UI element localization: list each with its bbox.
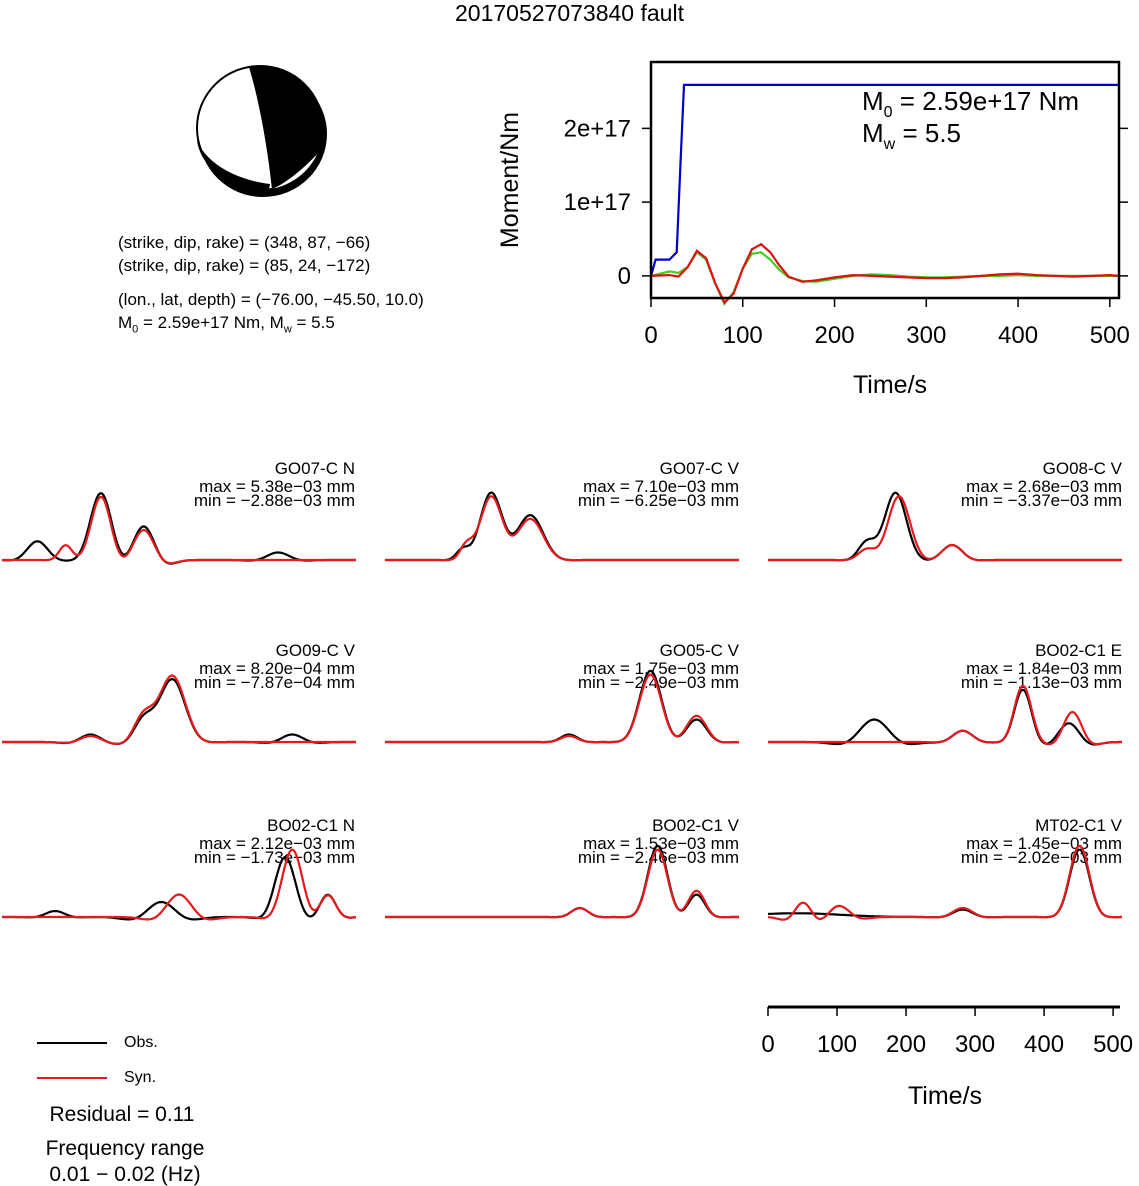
station-name: GO09-C V <box>276 641 356 660</box>
moment-annotation-m0: M0 = 2.59e+17 Nm <box>862 86 1079 121</box>
moment-xtick-label: 200 <box>815 322 855 349</box>
moment-ylabel: Moment/Nm <box>496 112 524 248</box>
figure-title: 20170527073840 fault <box>455 0 684 26</box>
legend-syn-line <box>37 1077 107 1079</box>
moment-rate-chart: 0 100 200 300 400 500 0 1e+17 2e+17 Moment/Nm Time… <box>496 60 1130 399</box>
syn-trace <box>385 495 739 562</box>
frequency-range-value: 0.01 − 0.02 (Hz) <box>49 1163 201 1186</box>
params-line-3: (lon., lat, depth) = (−76.00, −45.50, 10… <box>118 290 424 309</box>
station-max: max = 2.12e−03 mm <box>199 834 355 853</box>
moment-xtick-label: 300 <box>906 322 946 349</box>
station-name: GO07-C N <box>275 460 355 478</box>
moment-xlabel: Time/s <box>853 371 927 399</box>
wave-xtick-label: 100 <box>817 1031 857 1058</box>
station-max: max = 1.84e−03 mm <box>966 659 1122 678</box>
station-name: GO07-C V <box>660 460 740 478</box>
station-min: min = −7.87e−04 mm <box>194 673 355 692</box>
moment-xtick-label: 400 <box>998 322 1038 349</box>
syn-trace <box>385 848 739 919</box>
moment-series-0 <box>649 83 1119 277</box>
legend-obs-line <box>37 1042 107 1044</box>
wave-xtick-label: 500 <box>1093 1031 1133 1058</box>
frequency-range-label: Frequency range <box>45 1137 205 1160</box>
syn-trace <box>767 844 1122 921</box>
moment-xtick-label: 100 <box>723 322 763 349</box>
station-min: min = −1.73e−03 mm <box>194 848 355 867</box>
moment-xtick-label: 0 <box>644 322 657 349</box>
moment-ytick-label: 1e+17 <box>564 189 631 216</box>
wave-xtick-label: 0 <box>761 1031 774 1058</box>
wave-xtick-label: 400 <box>1024 1031 1064 1058</box>
params-line-2: (strike, dip, rake) = (85, 24, −172) <box>118 256 371 275</box>
station-max: max = 2.68e−03 mm <box>966 477 1122 496</box>
syn-trace <box>768 684 1122 746</box>
moment-annotation-mw: Mw = 5.5 <box>862 118 961 153</box>
obs-trace <box>2 855 357 921</box>
syn-trace <box>2 495 356 565</box>
station-min: min = −1.13e−03 mm <box>961 673 1122 692</box>
wave-xtick-label: 200 <box>886 1031 926 1058</box>
legend-obs-label: Obs. <box>124 1034 158 1051</box>
station-name: MT02-C1 V <box>1035 816 1123 835</box>
station-name: BO02-C1 N <box>267 816 355 835</box>
obs-trace <box>768 688 1122 746</box>
wave-xlabel: Time/s <box>908 1082 982 1110</box>
station-name: GO05-C V <box>660 641 740 660</box>
station-min: min = −2.49e−03 mm <box>578 673 739 692</box>
station-min: min = −2.02e−03 mm <box>961 848 1122 867</box>
station-name: BO02-C1 E <box>1035 641 1122 660</box>
moment-chart-frame <box>649 60 1121 300</box>
moment-ytick-label: 2e+17 <box>564 115 631 142</box>
syn-trace <box>385 673 739 744</box>
moment-xtick-label: 500 <box>1090 322 1130 349</box>
station-min: min = −2.88e−03 mm <box>194 491 355 510</box>
legend-syn-label: Syn. <box>124 1069 157 1086</box>
station-name: BO02-C1 V <box>652 816 740 835</box>
station-max: max = 7.10e−03 mm <box>583 477 739 496</box>
station-max: max = 8.20e−04 mm <box>199 659 355 678</box>
station-min: min = −3.37e−03 mm <box>961 491 1122 510</box>
moment-series-2 <box>650 242 1120 305</box>
moment-ytick-label: 0 <box>618 263 631 290</box>
wave-xtick-label: 300 <box>955 1031 995 1058</box>
station-min: min = −2.46e−03 mm <box>578 848 739 867</box>
residual-text: Residual = 0.11 <box>49 1103 195 1126</box>
station-max: max = 1.53e−03 mm <box>583 834 739 853</box>
station-max: max = 1.75e−03 mm <box>583 659 739 678</box>
station-max: max = 5.38e−03 mm <box>199 477 355 496</box>
station-name: GO08-C V <box>1043 460 1123 478</box>
syn-trace <box>2 848 357 921</box>
syn-trace <box>2 674 356 746</box>
syn-trace <box>768 495 1122 562</box>
params-line-4: M0 = 2.59e+17 Nm, Mw = 5.5 <box>118 313 335 336</box>
beachball-icon <box>196 65 327 197</box>
station-min: min = −6.25e−03 mm <box>578 491 739 510</box>
params-line-1: (strike, dip, rake) = (348, 87, −66) <box>118 233 371 252</box>
